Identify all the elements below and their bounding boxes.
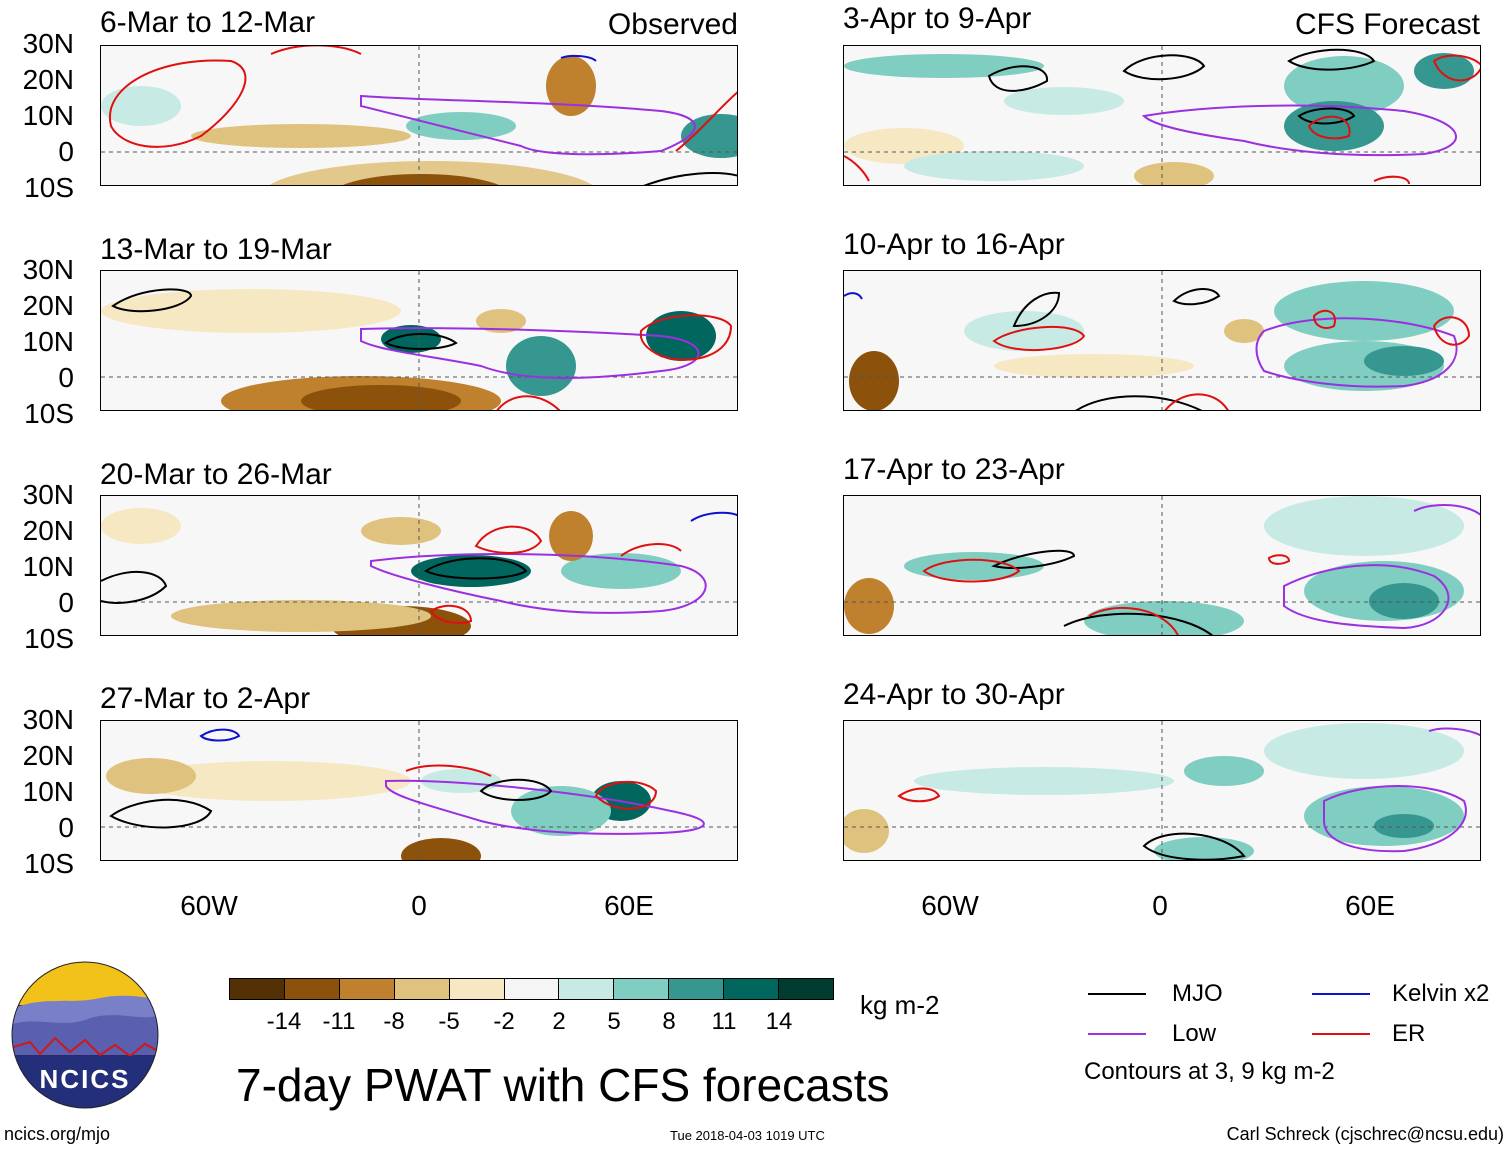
panel-title-left-1: 6-Mar to 12-Mar xyxy=(100,6,316,39)
observed-label: Observed xyxy=(607,8,738,41)
panel-title-left-2: 13-Mar to 19-Mar xyxy=(100,233,332,266)
colorbar-cell xyxy=(723,979,779,999)
map-right-4 xyxy=(843,720,1481,861)
panel-title-right-4: 24-Apr to 30-Apr xyxy=(843,678,1065,711)
map-right-2 xyxy=(843,270,1481,411)
footer-url[interactable]: ncics.org/mjo xyxy=(4,1124,111,1144)
colorbar-cell xyxy=(448,979,504,999)
map-left-1 xyxy=(100,45,738,186)
map-left-2 xyxy=(100,270,738,411)
colorbar-units: kg m-2 xyxy=(860,990,940,1020)
legend-mjo-line xyxy=(1088,993,1146,995)
panel-title-right-2: 10-Apr to 16-Apr xyxy=(843,228,1065,261)
cfs-forecast-label: CFS Forecast xyxy=(1294,8,1480,41)
legend-low-label: Low xyxy=(1172,1020,1217,1047)
map-left-4 xyxy=(100,720,738,861)
panel-title-left-3: 20-Mar to 26-Mar xyxy=(100,458,332,491)
footer-credit: Carl Schreck (cjschrec@ncsu.edu) xyxy=(1226,1124,1504,1144)
colorbar-cell xyxy=(668,979,724,999)
legend-kelvin-line xyxy=(1312,993,1370,995)
panel-title-right-1: 3-Apr to 9-Apr xyxy=(843,2,1032,35)
colorbar-cell xyxy=(613,979,669,999)
legend-kelvin-label: Kelvin x2 xyxy=(1392,980,1490,1007)
colorbar-cell xyxy=(503,979,559,999)
map-left-3 xyxy=(100,495,738,636)
panel-title-right-3: 17-Apr to 23-Apr xyxy=(843,453,1065,486)
main-title: 7-day PWAT with CFS forecasts xyxy=(236,1059,890,1111)
map-right-3 xyxy=(843,495,1481,636)
colorbar-cell xyxy=(778,979,833,999)
legend-er-line xyxy=(1312,1033,1370,1035)
logo-text: NCICS xyxy=(40,1064,131,1094)
ncics-logo[interactable]: NCICS xyxy=(10,960,160,1110)
legend-er-label: ER xyxy=(1392,1020,1426,1047)
panel-title-left-4: 27-Mar to 2-Apr xyxy=(100,682,311,715)
legend-low-line xyxy=(1088,1033,1146,1035)
map-right-1 xyxy=(843,45,1481,186)
colorbar-cell xyxy=(338,979,394,999)
colorbar-cell xyxy=(558,979,614,999)
colorbar-cell xyxy=(283,979,339,999)
legend-contours-note: Contours at 3, 9 kg m-2 xyxy=(1084,1058,1335,1085)
colorbar-cell xyxy=(393,979,449,999)
colorbar-cell xyxy=(230,979,284,999)
footer-timestamp: Tue 2018-04-03 1019 UTC xyxy=(670,1128,825,1143)
legend-mjo-label: MJO xyxy=(1172,980,1223,1007)
colorbar xyxy=(229,978,834,1000)
